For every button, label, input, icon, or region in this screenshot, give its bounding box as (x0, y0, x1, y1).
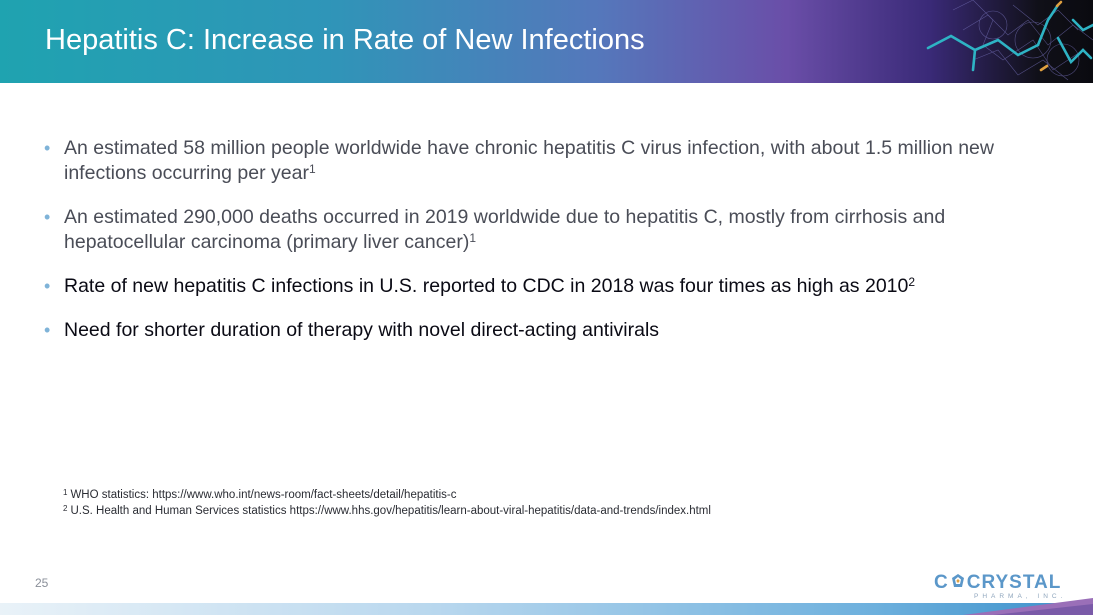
bullet-text: An estimated 58 million people worldwide… (64, 136, 1054, 186)
footnote-ref: 2 (908, 275, 916, 289)
slide-header: Hepatitis C: Increase in Rate of New Inf… (0, 0, 1093, 83)
company-logo: C CRYSTAL PHARMA, INC. (934, 572, 1074, 602)
footnotes: 1 WHO statistics: https://www.who.int/new… (63, 488, 711, 519)
footnote-number: 2 (63, 503, 68, 513)
bullet-line: Rate of new hepatitis C infections in U.… (64, 275, 909, 297)
logo-suffix: CRYSTAL (966, 572, 1062, 593)
bullet-text: Need for shorter duration of therapy wit… (64, 318, 1054, 343)
molecule-art-icon (926, 0, 1093, 81)
bullet-item: • An estimated 290,000 deaths occurred i… (44, 205, 1054, 255)
slide-title: Hepatitis C: Increase in Rate of New Inf… (45, 24, 645, 56)
bullet-item: • Need for shorter duration of therapy w… (44, 318, 1054, 343)
bullet-list: • An estimated 58 million people worldwi… (44, 136, 1054, 362)
logo-subtitle: PHARMA, INC. (974, 593, 1067, 600)
logo-wordmark: C CRYSTAL (934, 572, 1061, 594)
logo-prefix: C (934, 572, 949, 593)
bullet-line: Need for shorter duration of therapy wit… (64, 319, 660, 341)
bullet-text: An estimated 290,000 deaths occurred in … (64, 205, 1054, 255)
bullet-dot-icon: • (44, 276, 51, 296)
footer-accent (963, 598, 1093, 615)
bullet-dot-icon: • (44, 207, 51, 227)
bullet-line: infections occurring per year (64, 162, 309, 184)
crystal-icon (951, 574, 964, 587)
footnote-number: 1 (63, 488, 68, 497)
footnote-ref: 1 (469, 231, 476, 245)
bullet-text: Rate of new hepatitis C infections in U.… (64, 274, 1054, 299)
bullet-line: hepatocellular carcinoma (primary liver … (64, 231, 470, 253)
bullet-line: An estimated 58 million people worldwide… (64, 137, 994, 159)
bullet-dot-icon: • (44, 138, 51, 158)
footer-bar (0, 603, 1093, 615)
footnote: 2 U.S. Health and Human Services statisti… (63, 504, 711, 520)
bullet-dot-icon: • (44, 320, 51, 340)
bullet-line: An estimated 290,000 deaths occurred in … (64, 206, 946, 228)
footnote: 1 WHO statistics: https://www.who.int/new… (63, 488, 711, 504)
bullet-item: • Rate of new hepatitis C infections in … (44, 274, 1054, 299)
footnote-ref: 1 (308, 162, 316, 176)
page-number: 25 (35, 576, 49, 590)
bullet-item: • An estimated 58 million people worldwi… (44, 136, 1054, 186)
footnote-text: WHO statistics: https://www.who.int/news… (70, 489, 457, 501)
footnote-text: U.S. Health and Human Services statistic… (70, 504, 711, 517)
